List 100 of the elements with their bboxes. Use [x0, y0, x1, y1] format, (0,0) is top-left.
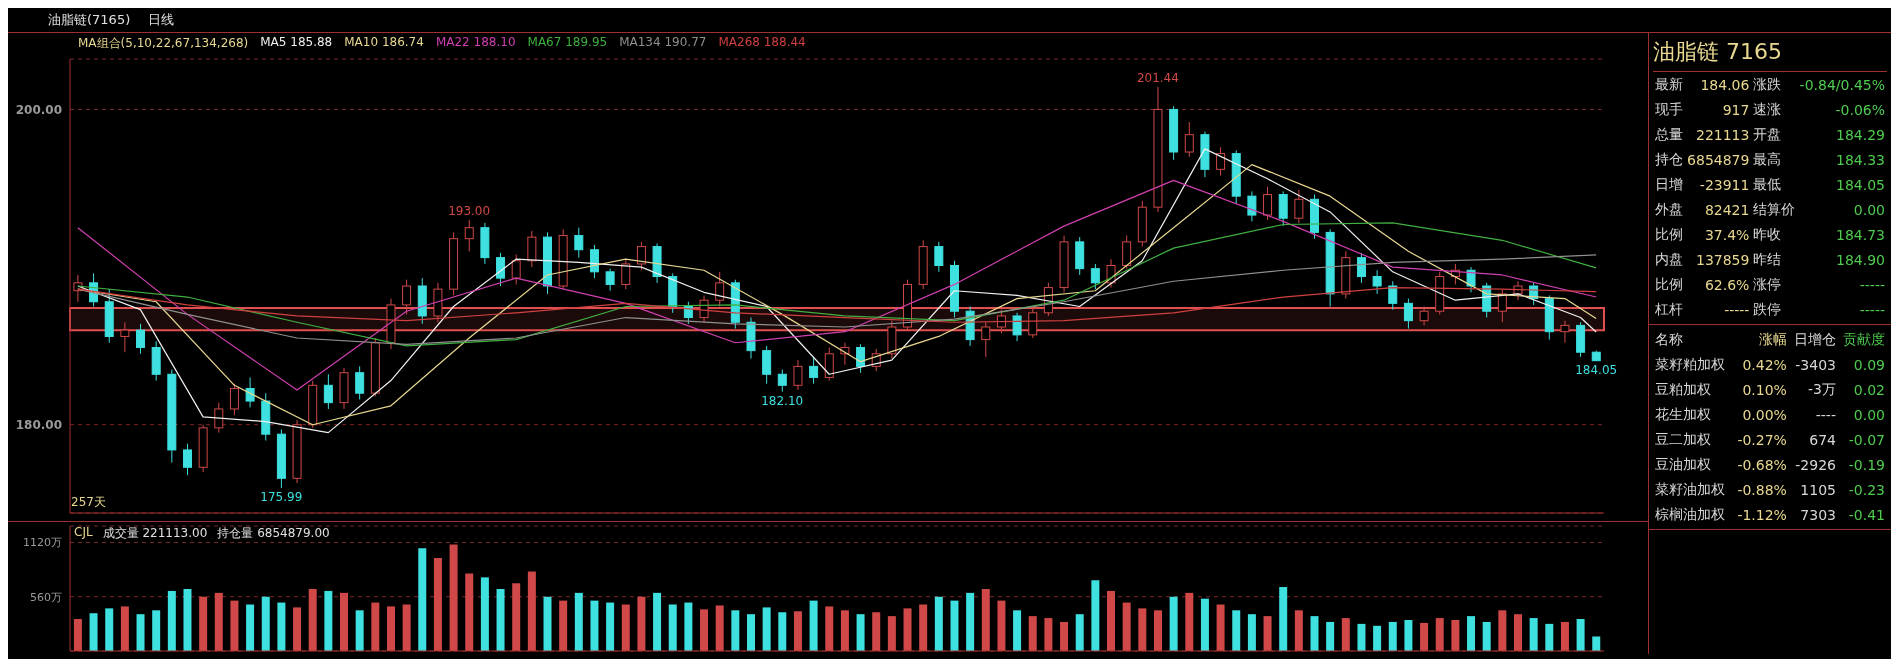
candlestick	[605, 268, 615, 292]
candlestick	[809, 356, 819, 385]
text: -0.88%	[1736, 480, 1788, 500]
bar	[1247, 614, 1256, 651]
bar	[543, 596, 552, 651]
candlestick	[1247, 190, 1257, 222]
candlestick	[182, 443, 192, 476]
candlestick	[511, 253, 521, 285]
text: 花生加权	[1654, 404, 1712, 424]
chart-title: 油脂链(7165)	[48, 11, 131, 29]
bar	[590, 600, 599, 651]
bar	[559, 600, 568, 651]
candlestick	[1419, 305, 1429, 326]
text: 涨停	[1752, 274, 1783, 294]
bar	[418, 548, 427, 651]
bar	[809, 600, 818, 651]
text: 跌停	[1752, 299, 1783, 319]
bar	[872, 612, 881, 651]
candlestick	[496, 252, 506, 287]
text: ----	[1814, 405, 1837, 425]
bar	[1357, 623, 1366, 651]
candlestick	[245, 376, 255, 408]
text: 内盘	[1654, 249, 1684, 269]
candlestick	[793, 359, 803, 391]
bar	[73, 619, 82, 651]
bar	[1028, 616, 1037, 651]
bar	[1310, 616, 1319, 651]
candlestick	[574, 227, 584, 259]
bar	[1216, 604, 1225, 651]
y-tick-label: 560万	[30, 590, 62, 604]
bar	[1153, 610, 1162, 651]
text: 昨结	[1752, 249, 1783, 269]
candlestick	[777, 369, 787, 393]
text: 184.73	[1835, 225, 1886, 245]
text: 0.10%	[1741, 380, 1788, 400]
bar	[981, 588, 990, 651]
text: MA67 189.95	[527, 35, 608, 51]
text: 0.09	[1852, 355, 1886, 375]
candlestick	[1216, 146, 1226, 177]
bar	[1592, 636, 1601, 651]
candlestick	[683, 301, 693, 325]
candlestick	[1294, 189, 1304, 224]
candlestick	[120, 321, 130, 353]
text: 184.05	[1835, 175, 1886, 195]
bar	[1498, 610, 1507, 651]
text: 0.00	[1852, 200, 1886, 220]
candlestick	[402, 279, 412, 315]
bar	[574, 592, 583, 651]
text: 最新	[1654, 74, 1684, 94]
text: 6854879	[1686, 150, 1751, 170]
y-tick-label: 1120万	[23, 536, 62, 550]
bar	[293, 607, 302, 651]
annotation: 182.10	[761, 394, 804, 409]
text: 菜籽粕加权	[1654, 354, 1726, 374]
text: MA5 185.88	[260, 35, 333, 51]
bar	[1435, 618, 1444, 651]
bar	[371, 602, 380, 651]
bar	[762, 607, 771, 651]
text: -----	[1723, 300, 1751, 320]
bar	[449, 544, 458, 651]
bar	[1294, 610, 1303, 651]
bar	[668, 604, 677, 651]
candlestick	[636, 241, 646, 271]
bar	[1373, 625, 1382, 651]
text: 豆粕加权	[1654, 379, 1712, 399]
text: MA10 186.74	[344, 35, 424, 51]
text: 贡献度	[1842, 329, 1886, 349]
legend-title: MA组合(5,10,22,67,134,268)	[78, 35, 249, 52]
bar	[324, 590, 333, 651]
bar	[1545, 623, 1554, 651]
bar	[778, 612, 787, 651]
text: 674	[1808, 430, 1837, 450]
bar	[355, 610, 364, 651]
bar	[512, 583, 521, 651]
bar	[934, 596, 943, 651]
bar	[1420, 622, 1429, 651]
text: MA22 188.10	[435, 35, 516, 51]
bar	[230, 600, 239, 651]
bar	[183, 588, 192, 651]
bar	[1341, 618, 1350, 651]
text: 0.00%	[1741, 405, 1788, 425]
bar	[246, 604, 255, 651]
candlestick	[229, 383, 239, 416]
bar	[1560, 621, 1569, 651]
bar	[1107, 590, 1116, 651]
text: -0.23	[1847, 480, 1886, 500]
annotation: 201.44	[1136, 70, 1179, 85]
text: 开盘	[1752, 124, 1783, 144]
bar	[997, 600, 1006, 651]
bar	[966, 592, 975, 651]
bar	[167, 590, 176, 651]
text: 杠杆	[1654, 299, 1684, 319]
bar	[1513, 614, 1522, 651]
bar	[1467, 616, 1476, 651]
bar	[1232, 610, 1241, 651]
bar	[950, 600, 959, 651]
text: 184.90	[1835, 250, 1886, 270]
bar	[308, 588, 317, 651]
text: 0.00	[1852, 405, 1886, 425]
bar	[402, 604, 411, 651]
